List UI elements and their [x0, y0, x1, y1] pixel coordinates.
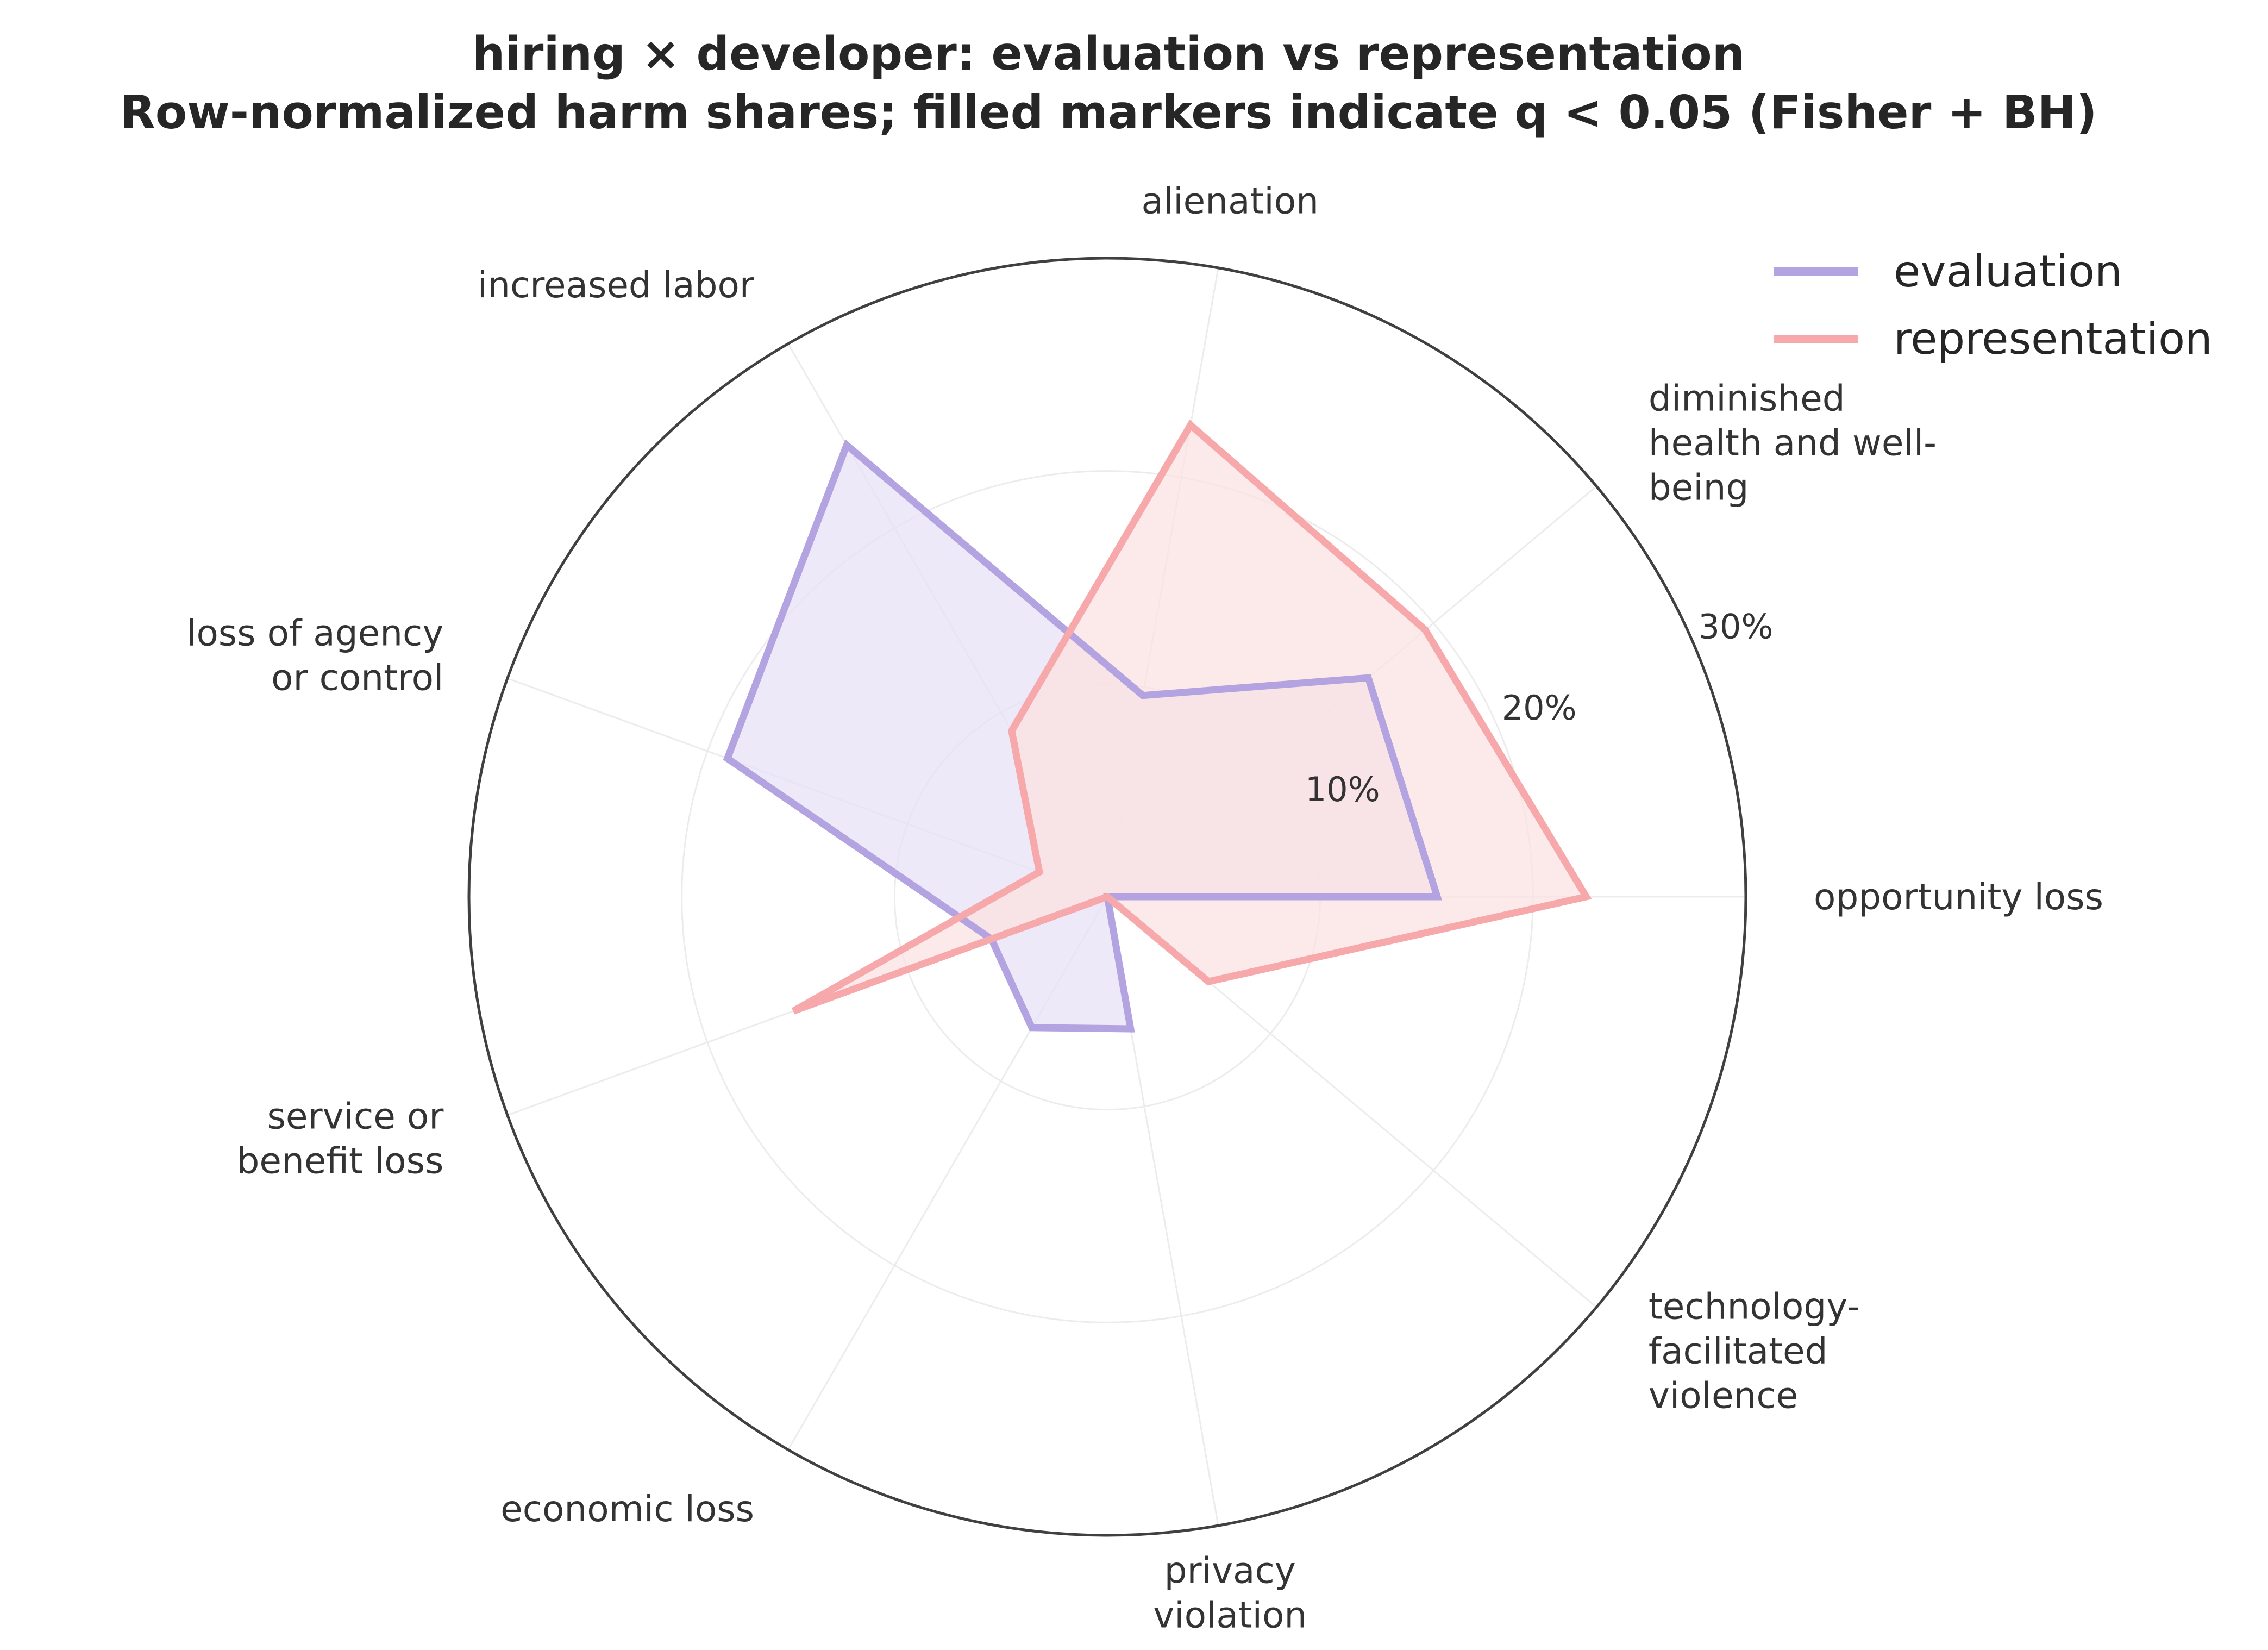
category-label: alienation: [1142, 180, 1319, 222]
series-area-representation: [793, 425, 1587, 1011]
series-layer: [723, 420, 1592, 1033]
category-label: increased labor: [478, 264, 755, 306]
series-line-evaluation: [723, 439, 1442, 1033]
radial-tick-label: 30%: [1699, 607, 1774, 646]
legend-label-evaluation: evaluation: [1894, 246, 2122, 297]
chart-title: hiring × developer: evaluation vs repres…: [472, 27, 1745, 81]
category-label: diminished health and well-being: [1649, 377, 1937, 508]
category-label: service or benefit loss: [237, 1096, 444, 1182]
category-label: privacy violation: [1153, 1549, 1307, 1636]
category-label: opportunity loss: [1814, 876, 2103, 918]
radial-tick-label: 10%: [1305, 770, 1380, 809]
category-label: economic loss: [500, 1488, 754, 1530]
outer-frame-circle: [467, 257, 1747, 1537]
category-labels: opportunity loss diminished health and wel…: [186, 180, 2103, 1636]
chart-title-group: hiring × developer: evaluation vs repres…: [120, 27, 2097, 140]
radial-tick-label: 20%: [1502, 688, 1577, 728]
series-line-representation: [792, 420, 1592, 1015]
legend-label-representation: representation: [1894, 314, 2213, 364]
category-label: loss of agency or control: [186, 612, 443, 698]
category-label: technology-facilitated violence: [1649, 1286, 1860, 1417]
chart-subtitle: Row-normalized harm shares; filled marke…: [120, 86, 2097, 140]
radial-tick-labels: 10% 20% 30%: [1305, 607, 1774, 809]
legend: evaluation representation: [1774, 246, 2213, 364]
